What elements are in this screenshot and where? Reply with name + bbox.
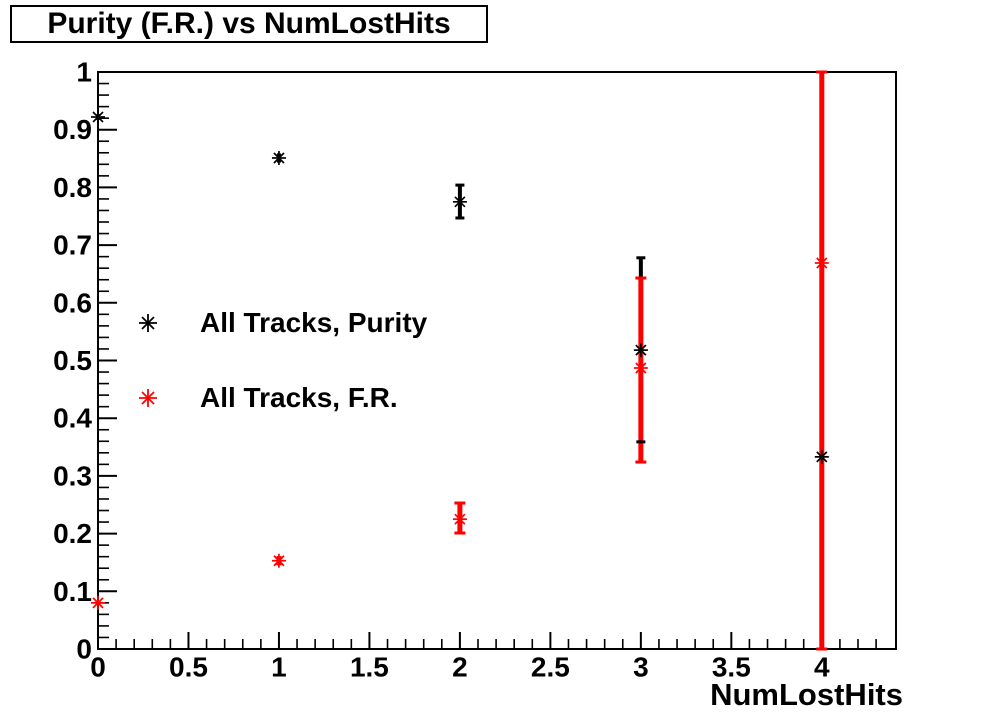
y-tick-label: 0.4 [53,403,92,434]
x-tick-label: 1 [271,652,287,683]
y-tick-label: 0.3 [53,460,92,491]
chart-title: Purity (F.R.) vs NumLostHits [47,7,451,40]
x-tick-label: 4 [814,652,830,683]
axis-tick-labels: 0 0.1 0.2 0.3 0.4 0.5 0.6 0.7 0.8 0.9 1 0 0.5 1 1.5 2 2.… [53,57,830,683]
markers-purity [91,110,829,464]
y-tick-label: 0.9 [53,114,92,145]
y-tick-label: 0.5 [53,345,92,376]
x-tick-label: 0 [90,652,106,683]
markers-fr [91,255,829,610]
error-caps-purity [455,183,646,444]
chart-title-box: Purity (F.R.) vs NumLostHits [10,5,488,43]
y-tick-label: 0.2 [53,518,92,549]
y-tick-label: 0 [76,634,92,665]
x-tick-label: 2 [452,652,468,683]
legend-item-purity: All Tracks, Purity [133,307,428,338]
asterisk-marker-icon [139,314,157,332]
legend-item-fr: All Tracks, F.R. [133,382,398,413]
plot-frame [97,71,897,650]
legend-label: All Tracks, F.R. [200,382,398,413]
error-bars-fr [95,72,825,649]
error-caps-fr [454,70,828,651]
asterisk-marker-icon [139,389,157,407]
y-tick-label: 1 [76,57,92,88]
legend-label: All Tracks, Purity [200,307,428,338]
y-tick-label: 0.6 [53,287,92,318]
x-tick-label: 2.5 [531,652,570,683]
x-tick-label: 0.5 [169,652,208,683]
y-tick-label: 0.1 [53,576,92,607]
x-tick-label: 3.5 [712,652,751,683]
y-tick-label: 0.7 [53,230,92,261]
x-tick-label: 3 [633,652,649,683]
y-tick-label: 0.8 [53,172,92,203]
x-axis-title: NumLostHits [710,677,903,712]
x-tick-label: 1.5 [350,652,389,683]
axis-ticks [97,71,877,650]
